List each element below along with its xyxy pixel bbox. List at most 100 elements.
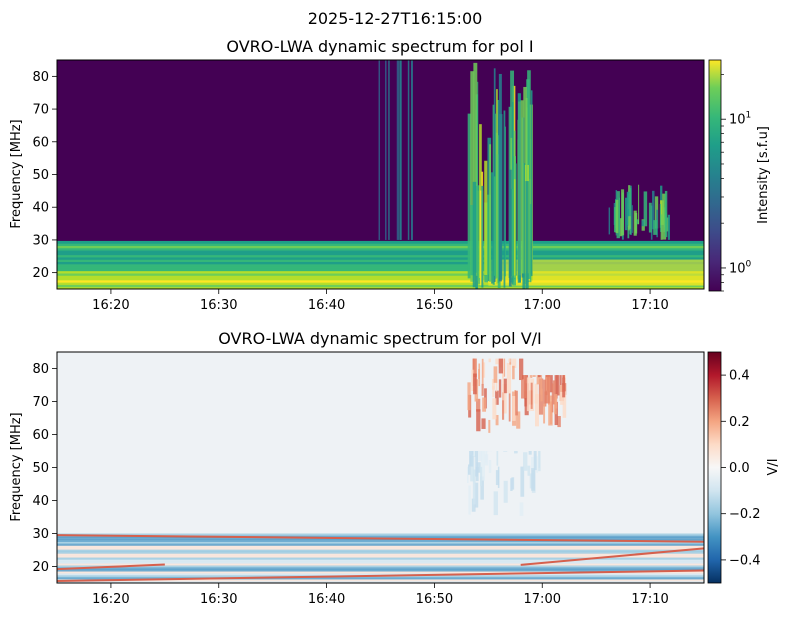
polarization-streak	[474, 482, 479, 508]
burst-streak	[615, 199, 619, 234]
polarization-streak	[562, 391, 567, 418]
polarization-streak	[495, 358, 500, 365]
burst-streak	[481, 185, 484, 288]
drift-line	[57, 569, 704, 583]
band-row	[57, 539, 704, 542]
polarization-streak	[551, 383, 554, 413]
band-row	[57, 275, 704, 279]
polarization-streak	[552, 380, 556, 405]
band-row	[57, 553, 704, 556]
polarization-streak	[488, 419, 491, 433]
polarization-streak	[540, 388, 543, 402]
polarization-streak	[534, 383, 538, 404]
polarization-streak	[530, 456, 534, 470]
y-axis-label: Frequency [MHz]	[9, 412, 24, 521]
polarization-streak	[488, 460, 492, 473]
y-tick-label: 60	[32, 135, 49, 150]
polarization-streak	[503, 451, 508, 452]
band-row	[57, 579, 704, 582]
polarization-streak	[544, 391, 548, 404]
polarization-streak	[473, 373, 477, 395]
polarization-streak	[470, 455, 475, 482]
band-row	[57, 286, 704, 289]
band-row	[57, 551, 704, 554]
band-row	[57, 268, 704, 272]
polarization-streak	[512, 358, 517, 368]
burst-streak	[467, 113, 472, 279]
heatmap-image	[57, 60, 704, 289]
colorbar-tick-label: 100	[729, 259, 752, 276]
burst-streak	[508, 169, 512, 287]
band-row	[57, 533, 704, 536]
y-axis: 20 30 40 50 60 70 80	[32, 70, 57, 281]
polarization-streak	[493, 366, 498, 383]
x-tick-label: 16:30	[200, 592, 237, 607]
polarization-streak	[508, 358, 511, 362]
polarization-streak	[537, 375, 541, 378]
burst-streak	[641, 220, 645, 227]
polarization-streak	[480, 466, 483, 487]
burst-streak	[530, 90, 533, 276]
polarization-streak	[472, 469, 476, 505]
y-tick-label: 40	[32, 494, 49, 509]
band-row	[57, 256, 704, 260]
band-row	[57, 561, 704, 564]
burst-streak	[470, 205, 475, 276]
colorbar-label: V/I	[766, 458, 781, 475]
panel-pol-vi: OVRO-LWA dynamic spectrum for pol V/I 16…	[9, 329, 781, 607]
x-axis: 16:20 16:30 16:40 16:50 17:00 17:10	[92, 289, 669, 313]
polarization-streak	[495, 390, 499, 405]
polarization-streak	[495, 470, 500, 486]
polarization-streak	[502, 384, 507, 414]
colorbar-axis: 100 101	[721, 74, 752, 292]
polarization-streak	[557, 416, 561, 428]
burst-streak	[489, 144, 492, 282]
burst-streak	[626, 191, 630, 226]
polarization-streak	[531, 468, 536, 491]
polarization-streak	[560, 391, 565, 405]
band-row	[57, 581, 704, 583]
polarization-streak	[516, 411, 521, 429]
colorbar-tick-label: 101	[729, 111, 751, 128]
polarization-streak	[524, 391, 528, 407]
band-row	[57, 563, 704, 566]
colorbar-label: Intensity [s.f.u]	[756, 126, 771, 224]
band-row	[57, 543, 704, 546]
band-row	[57, 535, 704, 538]
polarization-streak	[496, 451, 499, 466]
polarization-streak	[503, 358, 506, 377]
band-row	[57, 565, 704, 568]
x-tick-label: 17:10	[631, 298, 668, 313]
burst-streak	[378, 60, 381, 240]
y-tick-label: 60	[32, 428, 49, 443]
drift-line	[57, 563, 165, 571]
y-tick-label: 80	[32, 362, 49, 377]
polarization-streak	[476, 409, 481, 432]
band-row	[57, 541, 704, 544]
band-row	[57, 282, 704, 285]
x-tick-label: 16:20	[92, 592, 129, 607]
polarization-streak	[480, 476, 484, 500]
polarization-streak	[481, 383, 484, 396]
burst-streak	[653, 220, 658, 235]
band-row	[57, 557, 704, 560]
burst-streak	[621, 189, 625, 236]
x-tick-label: 16:50	[416, 298, 453, 313]
burst-streak	[484, 160, 488, 275]
burst-streak	[659, 203, 661, 228]
polarization-streak	[492, 386, 495, 398]
colorbar-tick-label: −0.4	[729, 553, 761, 568]
polarization-streak	[475, 451, 478, 477]
burst-streak	[399, 60, 402, 240]
polarization-streak	[482, 362, 486, 378]
burst-streak	[664, 190, 668, 238]
y-tick-label: 30	[32, 233, 49, 248]
burst-streak	[648, 202, 652, 233]
burst-streak	[385, 60, 387, 240]
polarization-streak	[538, 451, 541, 472]
y-tick-label: 70	[32, 103, 49, 118]
polarization-streak	[468, 485, 471, 515]
polarization-streak	[522, 375, 524, 380]
burst-streak	[619, 218, 623, 237]
